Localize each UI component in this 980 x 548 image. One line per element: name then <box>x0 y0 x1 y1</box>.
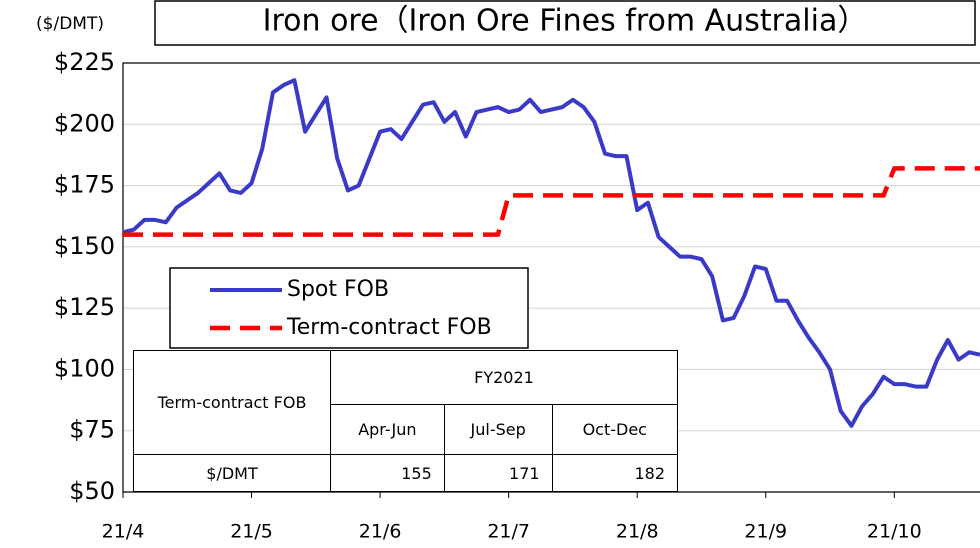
table-value: 182 <box>551 454 679 492</box>
x-tick-label: 21/7 <box>487 521 530 543</box>
series-line <box>122 78 980 428</box>
table-col: Jul-Sep <box>443 404 553 455</box>
table-col: Apr-Jun <box>330 404 445 455</box>
table-row-label: $/DMT <box>133 454 331 492</box>
x-tick-label: 21/10 <box>867 521 922 543</box>
table-corner: Term-contract FOB <box>133 350 331 455</box>
legend-label: Term-contract FOB <box>286 315 492 340</box>
y-tick-label: $200 <box>54 109 115 137</box>
price-table: Term-contract FOB FY2021 Apr-Jun Jul-Sep Oc… <box>133 350 679 492</box>
table-value: 155 <box>330 454 445 492</box>
title-box <box>154 0 976 46</box>
x-tick-label: 21/6 <box>359 521 402 543</box>
y-tick-label: $50 <box>69 477 115 505</box>
plot-frame <box>122 62 980 493</box>
x-tick-label: 21/9 <box>744 521 787 543</box>
y-tick-label: $150 <box>54 232 115 260</box>
legend: Spot FOB Term-contract FOB <box>169 267 529 349</box>
y-tick-label: $225 <box>54 48 115 76</box>
table-col: Oct-Dec <box>551 404 679 455</box>
x-tick-label: 21/8 <box>616 521 659 543</box>
legend-box <box>169 267 529 349</box>
x-tick-label: 21/4 <box>102 521 145 543</box>
table-group: FY2021 <box>330 350 678 405</box>
legend-label: Spot FOB <box>287 277 389 302</box>
y-unit: ($/DMT) <box>36 14 104 34</box>
y-tick-label: $75 <box>69 416 115 444</box>
chart-title: Iron ore（Iron Ore Fines from Australia） <box>263 4 868 39</box>
x-tick-label: 21/5 <box>230 521 273 543</box>
series-line <box>123 166 980 237</box>
table-value: 171 <box>443 454 553 492</box>
y-tick-label: $100 <box>54 354 115 382</box>
y-tick-label: $175 <box>54 171 115 199</box>
y-tick-label: $125 <box>54 293 115 321</box>
